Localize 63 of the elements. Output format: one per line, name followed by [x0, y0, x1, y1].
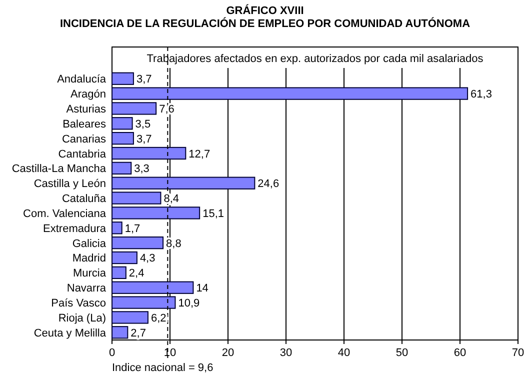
data-label: 3,7	[136, 74, 152, 86]
y-tick-label: Castilla-La Mancha	[12, 163, 107, 176]
data-label: 3,3	[134, 163, 150, 176]
data-label: 15,1	[202, 208, 224, 220]
data-label: 24,6	[258, 178, 280, 190]
bar	[112, 326, 128, 339]
y-tick-label: Madrid	[72, 252, 106, 265]
data-label: 2,4	[128, 268, 144, 280]
x-tick-label: 20	[222, 347, 234, 359]
x-tick-label: 0	[108, 347, 116, 359]
y-tick-label: Murcia	[72, 268, 107, 280]
y-tick-label: Asturias	[66, 103, 106, 116]
y-tick-label: Navarra	[66, 282, 107, 295]
data-label: 4,3	[140, 252, 156, 265]
data-label: 1,7	[124, 222, 140, 235]
bar	[112, 266, 126, 279]
data-label: 10,9	[178, 298, 200, 310]
bar	[112, 146, 186, 160]
bar	[112, 281, 194, 294]
y-tick-label: Baleares	[62, 118, 106, 130]
y-tick-label: Aragón	[70, 88, 106, 101]
data-label: 14	[196, 282, 208, 295]
y-tick-label: Extremadura	[43, 222, 107, 235]
y-tick-label: Canarias	[62, 133, 106, 146]
text: Trabajadores afectados en exp. autorizados por cada mil asalariados	[146, 53, 484, 65]
data-label: 3,7	[136, 133, 152, 146]
y-tick-label: País Vasco	[51, 298, 106, 310]
chart-title: GRÁFICO XVIII	[226, 4, 304, 17]
bar	[112, 72, 134, 85]
bar	[112, 206, 200, 220]
bar	[112, 251, 138, 264]
y-tick-label: Cantabria	[58, 148, 107, 160]
data-label: 3,5	[135, 118, 151, 130]
data-label: 6,2	[150, 312, 166, 324]
bar	[112, 192, 162, 204]
bar	[112, 311, 148, 324]
x-tick-label: 60	[454, 347, 466, 359]
bar	[112, 236, 164, 250]
y-tick-label: Castilla y León	[34, 178, 106, 190]
bar	[112, 222, 122, 234]
y-tick-label: Rioja (La)	[58, 312, 106, 324]
bar	[112, 296, 176, 309]
y-tick-label: Cataluña	[62, 193, 107, 206]
x-tick-label: 50	[396, 347, 408, 359]
data-label: 61,3	[470, 88, 492, 101]
bar	[112, 117, 133, 130]
bar	[112, 162, 132, 174]
y-tick-label: Galicia	[72, 238, 107, 250]
data-label: 12,7	[188, 148, 210, 160]
y-tick-label: Com. Valenciana	[23, 208, 107, 220]
chart-subtitle: INCIDENCIA DE LA REGULACIÓN DE EMPLEO POR COMUNIDAD AUTÓNOMA	[60, 17, 470, 30]
ref-line-label: Indice nacional = 9,6	[112, 362, 214, 374]
bar	[112, 102, 157, 115]
x-tick-label: 40	[338, 347, 350, 359]
bar	[112, 87, 468, 100]
y-tick-label: Ceuta y Melilla	[34, 327, 107, 340]
bar	[112, 176, 256, 190]
x-tick-label: 30	[280, 347, 292, 359]
x-tick-label: 70	[512, 347, 524, 359]
x-tick-label: 10	[164, 347, 176, 359]
y-tick-label: Andalucía	[57, 74, 107, 86]
bar	[112, 132, 134, 145]
data-label: 2,7	[130, 327, 146, 340]
